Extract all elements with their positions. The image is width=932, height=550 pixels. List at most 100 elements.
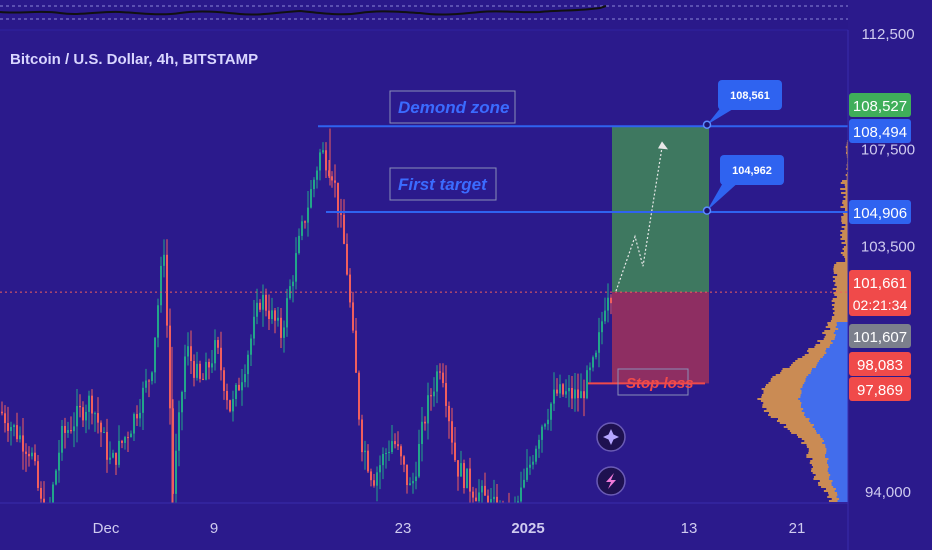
candle — [259, 299, 261, 313]
candle — [112, 449, 114, 459]
svg-text:97,869: 97,869 — [857, 382, 903, 399]
price-badge: 97,869 — [849, 377, 911, 401]
candle — [193, 354, 195, 387]
candle — [430, 388, 432, 411]
profile-bar — [846, 142, 848, 144]
candle — [319, 148, 321, 181]
candle — [241, 368, 243, 406]
candle — [175, 433, 177, 505]
candle — [526, 449, 528, 483]
profile-bar — [834, 490, 848, 492]
profile-bar — [828, 458, 848, 460]
profile-bar — [800, 394, 848, 396]
profile-bar — [846, 156, 848, 158]
candle — [358, 370, 360, 426]
candle — [355, 318, 357, 373]
candle — [388, 440, 390, 462]
candle — [556, 378, 558, 397]
profile-bar — [845, 194, 848, 196]
candle — [403, 455, 405, 473]
candle — [604, 297, 606, 325]
profile-bar — [845, 190, 848, 192]
profile-bar — [815, 366, 848, 368]
profile-bar — [846, 168, 848, 170]
candle — [250, 334, 252, 367]
profile-bar — [834, 284, 848, 286]
profile-bar — [826, 450, 848, 452]
profile-bar — [834, 302, 848, 304]
candle — [442, 363, 444, 388]
profile-bar — [831, 316, 848, 318]
indicator-pane — [0, 0, 848, 31]
candle — [163, 239, 165, 278]
annotation-label: Stop loss — [617, 368, 694, 396]
candle — [103, 427, 105, 434]
profile-bar — [831, 482, 848, 484]
time-tick-label: 13 — [681, 520, 698, 537]
candle — [427, 382, 429, 440]
profile-bar — [826, 452, 848, 454]
candle — [364, 440, 366, 470]
profile-bar — [802, 384, 848, 386]
candle — [586, 365, 588, 400]
profile-bar — [846, 154, 848, 156]
profile-bar — [845, 258, 848, 260]
profile-bar — [834, 314, 848, 316]
profit-zone — [612, 126, 709, 293]
time-tick-label: 2025 — [511, 520, 544, 537]
svg-text:02:21:34: 02:21:34 — [853, 297, 908, 313]
profile-bar — [845, 244, 848, 246]
svg-text:First target: First target — [398, 175, 488, 194]
profile-bar — [826, 462, 848, 464]
profile-bar — [809, 418, 848, 420]
candle — [271, 297, 273, 324]
profile-bar — [845, 186, 848, 188]
candle — [190, 330, 192, 375]
profile-bar — [831, 304, 848, 306]
profile-bar — [832, 276, 848, 278]
candle — [553, 372, 555, 412]
profile-bar — [810, 372, 848, 374]
profile-bar — [845, 260, 848, 262]
lightning-icon[interactable] — [596, 466, 626, 496]
volume-profile — [757, 140, 848, 502]
candle — [565, 379, 567, 399]
projection-arrow — [658, 141, 668, 150]
candle — [424, 416, 426, 431]
candle — [379, 455, 381, 490]
candle — [610, 294, 612, 315]
candle — [559, 374, 561, 399]
candle — [154, 337, 156, 384]
profile-bar — [844, 208, 848, 210]
candles — [1, 128, 612, 547]
profile-bar — [837, 494, 848, 496]
candle — [139, 398, 141, 427]
profile-bar — [801, 390, 848, 392]
profile-bar — [835, 282, 848, 284]
price-axis: 112,500 107,500 103,500 94,000 108,527 108,49… — [847, 26, 915, 550]
candle — [142, 381, 144, 431]
profile-bar — [801, 392, 848, 394]
time-axis: Dec 9 23 2025 13 21 — [0, 502, 932, 550]
candle — [244, 364, 246, 388]
time-tick-label: 23 — [395, 520, 412, 537]
profile-bar — [814, 428, 848, 430]
profile-bar — [827, 460, 848, 462]
candle — [118, 425, 120, 468]
candle — [325, 142, 327, 179]
profile-bar — [833, 292, 848, 294]
sparkle-icon[interactable] — [596, 422, 626, 452]
profile-bar — [844, 256, 848, 258]
profile-bar — [804, 414, 848, 416]
profile-bar — [827, 468, 848, 470]
candle — [535, 445, 537, 465]
profile-bar — [843, 250, 848, 252]
profile-bar — [835, 334, 848, 336]
profile-bar — [834, 264, 848, 266]
profile-bar — [816, 432, 848, 434]
profile-bar — [844, 228, 848, 230]
candle — [196, 351, 198, 381]
candle — [568, 375, 570, 408]
profile-bar — [833, 312, 848, 314]
